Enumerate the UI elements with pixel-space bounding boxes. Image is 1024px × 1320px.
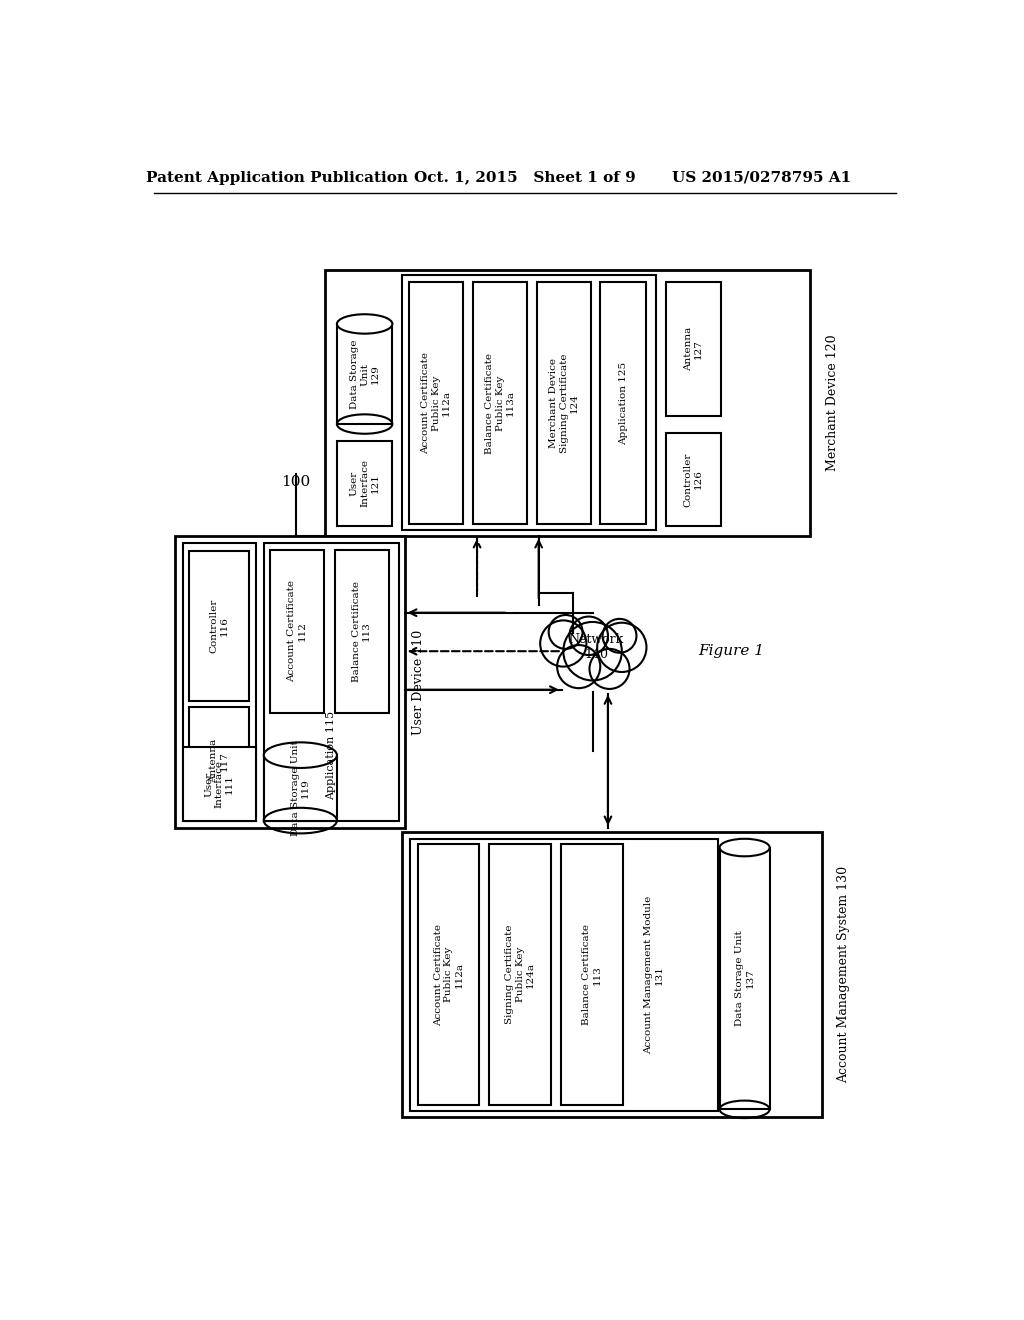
Text: Balance Certificate
113: Balance Certificate 113 [352, 581, 372, 681]
Text: User
Interface
121: User Interface 121 [350, 459, 380, 507]
Circle shape [557, 645, 600, 688]
Bar [410, 281, 463, 524]
Bar [337, 441, 392, 525]
Ellipse shape [720, 838, 770, 857]
Bar [264, 755, 337, 821]
Bar [183, 747, 256, 821]
Bar [402, 832, 822, 1117]
Bar [175, 536, 404, 829]
Bar [270, 549, 324, 713]
Text: Account Certificate
Public Key
112a: Account Certificate Public Key 112a [434, 924, 464, 1026]
Bar [326, 271, 810, 536]
Bar [538, 281, 591, 524]
Bar [600, 281, 646, 524]
Bar [337, 323, 392, 424]
Text: Account Certificate
112: Account Certificate 112 [287, 581, 306, 682]
Bar [410, 840, 718, 1111]
Ellipse shape [337, 314, 392, 334]
Bar [335, 549, 388, 713]
Circle shape [590, 649, 630, 689]
Text: Antenna
127: Antenna 127 [684, 327, 703, 371]
Text: 100: 100 [282, 475, 310, 488]
Bar [666, 281, 721, 416]
Bar [561, 845, 623, 1105]
Text: Data Storage Unit
137: Data Storage Unit 137 [735, 931, 755, 1027]
Text: Account Certificate
Public Key
112a: Account Certificate Public Key 112a [421, 352, 452, 454]
Circle shape [569, 616, 608, 655]
Circle shape [563, 622, 622, 681]
Text: Data Storage Unit
119: Data Storage Unit 119 [291, 741, 310, 836]
Circle shape [597, 623, 646, 672]
Text: Application 125: Application 125 [618, 362, 628, 445]
Text: Oct. 1, 2015   Sheet 1 of 9: Oct. 1, 2015 Sheet 1 of 9 [414, 170, 636, 185]
Text: Patent Application Publication: Patent Application Publication [145, 170, 408, 185]
Text: Antenna
117: Antenna 117 [210, 739, 228, 784]
Text: Account Management Module
131: Account Management Module 131 [644, 895, 664, 1053]
Bar [189, 708, 249, 816]
Text: Account Management System 130: Account Management System 130 [837, 866, 850, 1084]
Bar [264, 544, 398, 821]
Text: Balance Certificate
113: Balance Certificate 113 [582, 924, 601, 1026]
Circle shape [602, 619, 637, 653]
Bar [183, 544, 256, 821]
Text: Network
140: Network 140 [568, 634, 624, 661]
Ellipse shape [264, 742, 337, 768]
Text: User
Interface
111: User Interface 111 [204, 760, 234, 808]
Bar [473, 281, 527, 524]
Text: Balance Certificate
Public Key
113a: Balance Certificate Public Key 113a [485, 352, 515, 454]
Text: Controller
126: Controller 126 [684, 453, 703, 507]
Bar [720, 847, 770, 1109]
Circle shape [541, 620, 587, 667]
Text: Merchant Device 120: Merchant Device 120 [825, 334, 839, 471]
Bar [666, 433, 721, 525]
Bar [418, 845, 479, 1105]
Text: User Device 110: User Device 110 [412, 630, 425, 735]
Text: Figure 1: Figure 1 [698, 644, 764, 659]
Bar [189, 552, 249, 701]
Text: Merchant Device
Signing Certificate
124: Merchant Device Signing Certificate 124 [549, 354, 579, 453]
Bar [489, 845, 551, 1105]
Text: US 2015/0278795 A1: US 2015/0278795 A1 [673, 170, 852, 185]
Bar [401, 276, 655, 529]
Text: Controller
116: Controller 116 [210, 599, 228, 653]
Text: Application 115: Application 115 [327, 710, 336, 800]
Text: Signing Certificate
Public Key
124a: Signing Certificate Public Key 124a [505, 925, 536, 1024]
Text: Data Storage
Unit
129: Data Storage Unit 129 [350, 339, 380, 409]
Circle shape [549, 615, 583, 649]
